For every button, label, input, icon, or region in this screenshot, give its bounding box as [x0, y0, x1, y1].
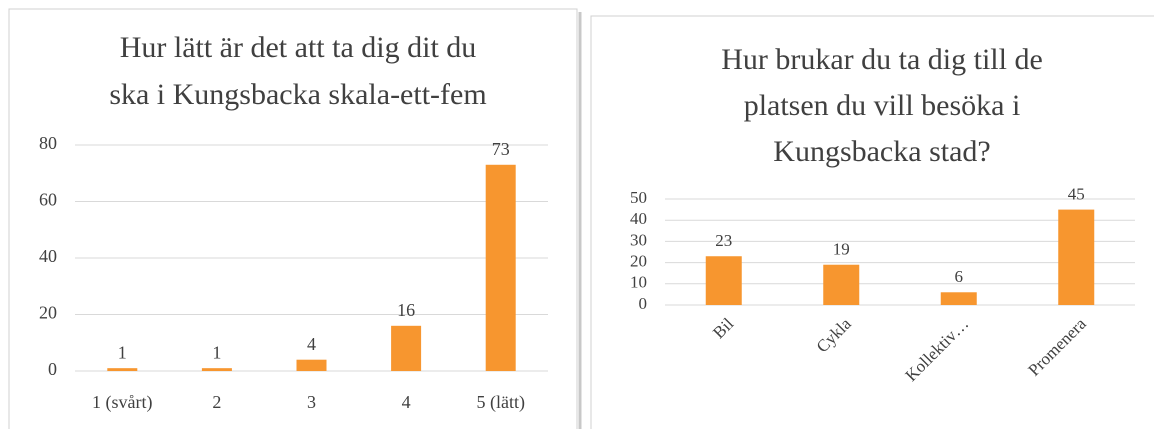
bar: [107, 368, 138, 371]
x-tick-label: 2: [212, 392, 221, 412]
x-tick-label: 5 (lätt): [476, 392, 524, 413]
y-tick-label: 0: [639, 294, 648, 313]
x-tick-label: 4: [402, 392, 411, 412]
y-tick-label: 30: [630, 230, 647, 249]
bar: [823, 264, 860, 305]
bar: [705, 256, 742, 305]
data-label: 1: [118, 342, 127, 362]
bar: [201, 368, 232, 371]
bar: [296, 359, 327, 371]
y-tick-label: 10: [630, 273, 647, 292]
x-tick-label: 3: [307, 392, 316, 412]
bar: [940, 292, 977, 305]
chart-title: Hur brukar du ta dig till de: [721, 43, 1043, 76]
chart-title: platsen du vill besöka i: [744, 89, 1021, 122]
y-tick-label: 20: [630, 252, 647, 271]
bar: [391, 325, 422, 371]
bar: [1058, 209, 1095, 305]
y-tick-label: 20: [39, 303, 57, 323]
y-tick-label: 80: [39, 133, 57, 153]
data-label: 4: [307, 334, 316, 354]
data-label: 19: [833, 240, 850, 259]
y-tick-label: 40: [39, 246, 57, 266]
y-tick-label: 0: [48, 359, 57, 379]
data-label: 16: [397, 300, 415, 320]
chart-title: Kungsbacka stad?: [773, 135, 990, 168]
data-label: 23: [715, 231, 732, 250]
chart-title: ska i Kungsbacka skala-ett-fem: [109, 78, 486, 111]
bar: [485, 164, 516, 371]
data-label: 73: [492, 139, 510, 159]
y-tick-label: 40: [630, 209, 647, 228]
y-tick-label: 60: [39, 190, 57, 210]
data-label: 6: [955, 267, 964, 286]
data-label: 1: [212, 342, 221, 362]
panel: [8, 8, 578, 429]
y-tick-label: 50: [630, 188, 647, 207]
x-tick-label: 1 (svårt): [92, 392, 152, 413]
chart-title: Hur lätt är det att ta dig dit du: [120, 31, 477, 64]
data-label: 45: [1068, 185, 1085, 204]
